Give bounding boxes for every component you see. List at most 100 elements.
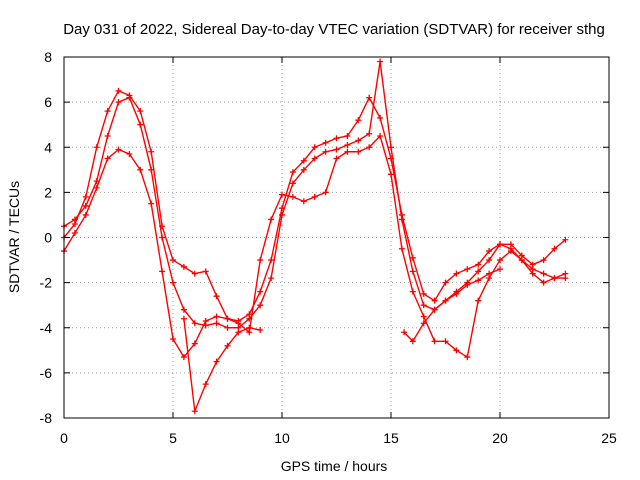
data-point — [366, 130, 373, 137]
data-point — [213, 313, 220, 320]
data-point — [180, 306, 187, 313]
series-line — [183, 318, 261, 412]
data-point — [289, 193, 296, 200]
data-point — [213, 320, 220, 327]
data-point — [322, 139, 329, 146]
data-point — [366, 94, 373, 101]
data-point — [159, 268, 166, 275]
data-point — [540, 257, 547, 264]
data-point — [420, 290, 427, 297]
data-point — [355, 117, 362, 124]
data-point — [420, 320, 427, 327]
series-2 — [61, 87, 569, 324]
data-point — [344, 148, 351, 155]
data-point — [170, 257, 176, 264]
data-point — [322, 189, 329, 196]
data-point — [377, 114, 384, 121]
data-point — [377, 58, 384, 65]
data-point — [104, 108, 111, 115]
data-point — [377, 132, 384, 139]
series-1 — [61, 58, 569, 331]
data-point — [507, 241, 514, 248]
data-point — [213, 358, 220, 365]
y-tick-label: -4 — [40, 320, 53, 336]
data-point — [224, 324, 231, 331]
data-point — [409, 268, 416, 275]
data-point — [191, 340, 198, 347]
data-point — [453, 290, 460, 297]
data-point — [213, 293, 220, 300]
data-point — [551, 245, 558, 252]
x-tick-label: 10 — [274, 430, 290, 446]
data-point — [191, 320, 198, 327]
data-point — [224, 342, 231, 349]
data-point — [148, 148, 155, 155]
data-point — [475, 297, 482, 304]
data-point — [344, 132, 351, 139]
data-point — [486, 248, 493, 255]
data-point — [409, 288, 416, 295]
data-point — [486, 270, 493, 277]
series-5 — [401, 266, 503, 345]
data-point — [442, 279, 449, 286]
data-point — [311, 155, 318, 162]
data-point — [202, 381, 209, 388]
data-point — [464, 266, 471, 273]
data-point — [464, 281, 471, 288]
data-point — [551, 275, 558, 282]
series-3 — [61, 132, 569, 361]
data-point — [202, 268, 209, 275]
series-line — [403, 268, 501, 342]
data-point — [355, 137, 362, 144]
data-point — [257, 288, 264, 295]
data-point — [115, 87, 122, 94]
data-point — [246, 324, 253, 331]
data-point — [333, 135, 340, 142]
data-point — [289, 169, 296, 176]
chart-title: Day 031 of 2022, Sidereal Day-to-day VTE… — [63, 21, 605, 38]
data-point — [71, 220, 78, 227]
data-point — [82, 211, 89, 218]
data-point — [497, 257, 503, 264]
data-point — [562, 270, 569, 277]
data-point — [268, 257, 275, 264]
data-point — [289, 180, 296, 187]
data-point — [180, 354, 187, 361]
data-point — [82, 193, 89, 200]
data-point — [159, 234, 166, 241]
data-point — [104, 132, 111, 139]
data-point — [562, 236, 569, 243]
data-point — [333, 155, 340, 162]
data-point — [93, 144, 100, 151]
data-point — [398, 211, 405, 218]
y-tick-label: 0 — [44, 230, 52, 246]
y-tick-label: -6 — [40, 365, 53, 381]
x-tick-label: 5 — [169, 430, 177, 446]
data-point — [453, 347, 460, 354]
data-point — [191, 408, 198, 415]
data-point — [137, 121, 144, 128]
data-point — [540, 270, 547, 277]
data-point — [475, 277, 482, 284]
data-point — [180, 315, 187, 322]
data-point — [148, 200, 155, 207]
data-point — [71, 229, 78, 236]
data-point — [257, 302, 264, 309]
y-tick-label: 2 — [44, 184, 52, 200]
data-point — [246, 311, 253, 318]
data-point — [398, 245, 405, 252]
data-point — [409, 338, 416, 345]
data-point — [497, 266, 503, 273]
axis-ticks: 0 5 10 15 20 25 -8 -6 -4 -2 0 2 4 6 8 — [40, 49, 617, 446]
series-4 — [180, 315, 264, 415]
data-point — [388, 171, 394, 178]
data-point — [300, 157, 307, 164]
data-point — [420, 313, 427, 320]
data-point — [401, 329, 408, 336]
data-point — [235, 329, 242, 336]
data-point — [104, 155, 111, 162]
data-point — [115, 99, 122, 106]
data-point — [126, 92, 133, 99]
y-tick-label: -2 — [40, 275, 53, 291]
